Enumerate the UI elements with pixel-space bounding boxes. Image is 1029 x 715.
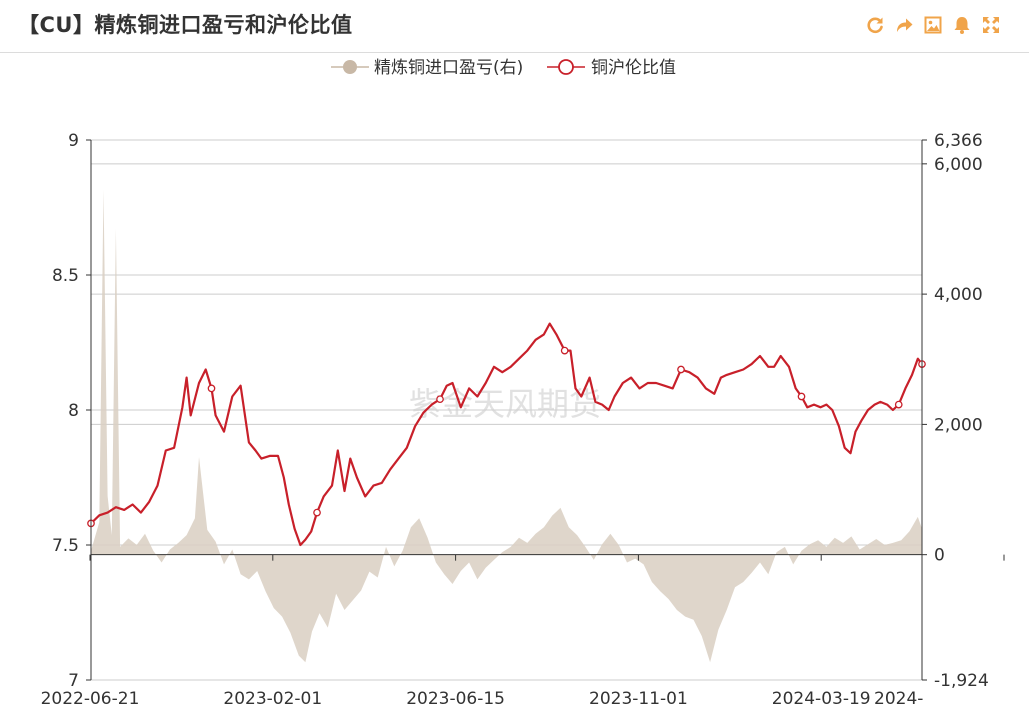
- left-tick-label: 7: [68, 671, 79, 691]
- x-tick-label: 2023-02-01: [223, 689, 322, 709]
- import-profit-area: [91, 189, 922, 663]
- axes: 7 7.5 8 8.5 9 -1,924 0 2,000 4,000 6,000 6,366 2022…: [41, 131, 1005, 709]
- ratio-point: [207, 384, 216, 393]
- alert-bell-icon[interactable]: [952, 15, 972, 35]
- legend-profit-marker: [343, 60, 357, 74]
- chart-header: 【CU】精炼铜进口盈亏和沪伦比值: [0, 0, 1029, 53]
- legend-ratio-marker: [558, 59, 574, 75]
- x-tick-label: 2023-06-15: [406, 689, 505, 709]
- x-tick-label: 2024-: [874, 689, 923, 709]
- legend: 精炼铜进口盈亏(右) 铜沪伦比值: [331, 58, 676, 78]
- legend-ratio-label: 铜沪伦比值: [591, 58, 676, 78]
- left-tick-label: 8.5: [52, 266, 79, 286]
- ratio-point: [677, 365, 685, 374]
- x-tick-label: 2022-06-21: [41, 689, 140, 709]
- right-tick-label: 6,000: [934, 155, 983, 175]
- grid-lines: [91, 139, 922, 681]
- right-tick-label: 4,000: [934, 285, 983, 305]
- x-tick-label: 2023-11-01: [589, 689, 688, 709]
- x-tick-label: 2024-03-19: [772, 689, 871, 709]
- share-icon[interactable]: [894, 15, 914, 35]
- ratio-point: [313, 508, 321, 517]
- refresh-icon[interactable]: [865, 15, 885, 35]
- ratio-markers: [87, 346, 926, 528]
- ratio-line: [90, 322, 923, 547]
- chart-canvas: 紫金天风期货 7 7.5 8 8.5 9 -1,924 0 2,000 4,000 6,000 6,…: [41, 58, 1005, 709]
- legend-profit-label: 精炼铜进口盈亏(右): [374, 58, 523, 78]
- ratio-point: [560, 346, 569, 355]
- left-tick-label: 7.5: [52, 536, 79, 556]
- chart-title: 【CU】精炼铜进口盈亏和沪伦比值: [18, 13, 353, 37]
- right-tick-label: 0: [934, 546, 945, 566]
- right-tick-label: 6,366: [934, 131, 983, 151]
- legend-item-ratio[interactable]: 铜沪伦比值: [547, 58, 676, 78]
- save-image-icon[interactable]: [923, 15, 943, 35]
- left-tick-label: 8: [68, 401, 79, 421]
- toolbar: [865, 15, 1001, 35]
- fullscreen-icon[interactable]: [981, 15, 1001, 35]
- legend-item-profit[interactable]: 精炼铜进口盈亏(右): [331, 58, 523, 78]
- ratio-point: [894, 400, 903, 409]
- right-tick-label: -1,924: [934, 671, 989, 691]
- left-tick-label: 9: [68, 131, 79, 151]
- watermark: 紫金天风期货: [409, 385, 601, 423]
- ratio-point: [797, 392, 806, 401]
- ratio-point: [436, 395, 444, 404]
- right-tick-label: 2,000: [934, 415, 983, 435]
